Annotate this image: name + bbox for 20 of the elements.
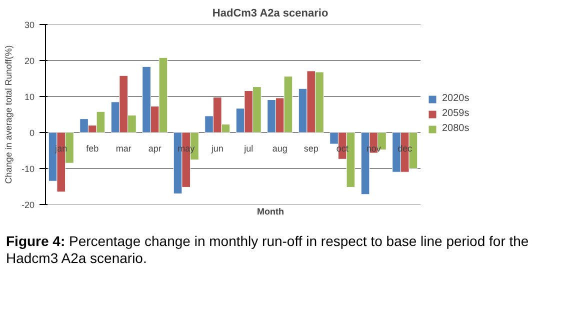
legend-label: 2080s <box>442 123 470 134</box>
y-axis-title: Change in average total Runoff(%) <box>3 45 14 184</box>
y-tick-label: 30 <box>24 20 35 30</box>
chart-title: HadCm3 A2a scenario <box>212 8 328 20</box>
legend-label: 2059s <box>442 108 470 119</box>
y-tick-label: 20 <box>24 56 35 66</box>
y-tick-label: -20 <box>21 200 35 210</box>
y-tick-label: 0 <box>29 128 35 138</box>
x-axis-title: Month <box>257 206 284 216</box>
x-tick-label: sep <box>304 144 318 154</box>
x-tick-label: jul <box>243 144 254 154</box>
x-tick-label: apr <box>148 144 162 154</box>
caption: Figure 4: Percentage change in monthly run-off in respect to base line period for the Hadcm3 A2a scenario. <box>6 233 530 267</box>
y-tick-label: -10 <box>21 164 35 174</box>
x-tick-label: feb <box>86 144 99 154</box>
x-tick-label: jun <box>210 144 224 154</box>
x-tick-label: aug <box>272 144 288 154</box>
y-tick-label: 10 <box>24 92 35 102</box>
x-tick-label: mar <box>116 144 132 154</box>
legend-label: 2020s <box>442 93 470 104</box>
